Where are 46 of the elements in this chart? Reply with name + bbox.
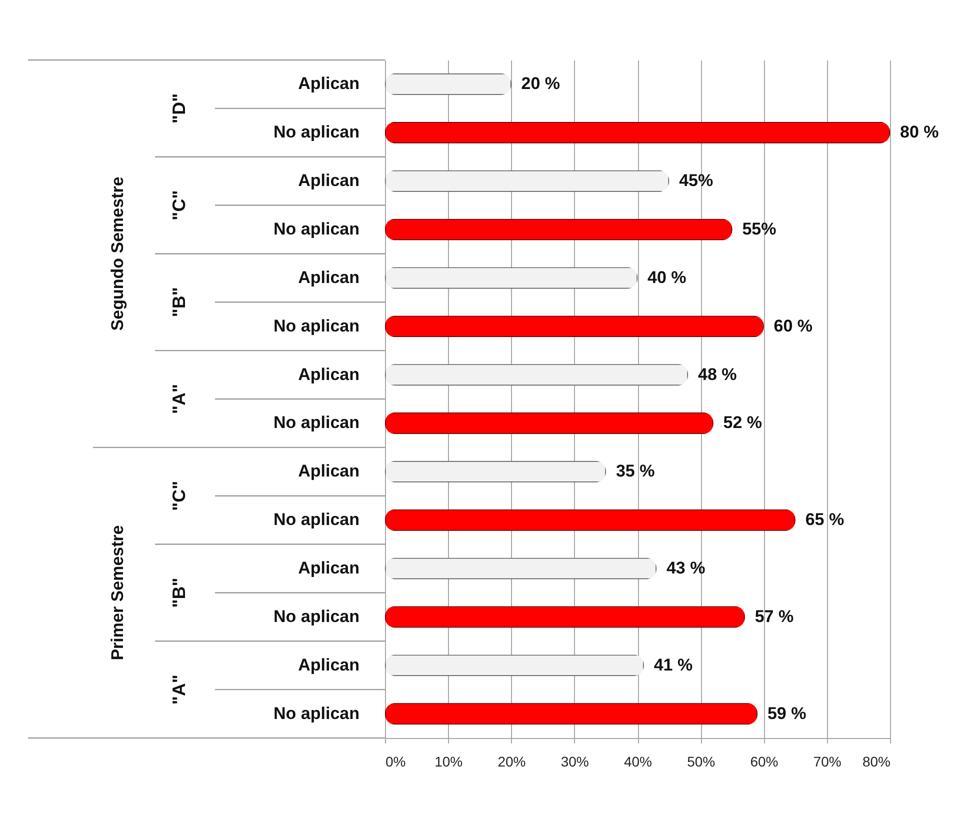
y-tick-label: No aplican [274, 122, 360, 142]
text: "A" [169, 674, 189, 705]
x-tick-label: 40% [624, 754, 652, 770]
x-tick-label: 20% [498, 754, 526, 770]
text: Segundo Semestre [108, 176, 127, 331]
text: "D" [169, 93, 189, 124]
data-label: 52 % [723, 413, 762, 432]
x-tick-label: 80% [862, 754, 890, 770]
data-label: 60 % [774, 316, 812, 336]
data-label: 41 % [654, 655, 693, 674]
x-tick-label: 10% [434, 754, 463, 770]
y-tick-label: No aplican [274, 316, 360, 336]
text: "C" [169, 480, 189, 511]
x-tick-label: 30% [560, 754, 589, 770]
y-tick-label: Aplican [298, 462, 360, 481]
x-tick-label: 70% [813, 754, 842, 770]
data-label: 40 % [648, 268, 686, 287]
text: "A" [169, 384, 189, 414]
y-tick-label: No aplican [274, 413, 360, 432]
x-tick-label: 50% [687, 754, 716, 770]
y-tick-label: Aplican [298, 558, 360, 578]
y-tick-label: No aplican [274, 510, 360, 530]
data-label: 65 % [805, 510, 844, 530]
data-label: 45% [679, 171, 714, 190]
text: "C" [169, 190, 189, 220]
y-tick-label: Aplican [298, 171, 360, 190]
y-tick-label: Aplican [298, 364, 360, 384]
data-label: 59 % [767, 704, 806, 723]
y-tick-label: Aplican [298, 74, 360, 94]
x-tick-label: 60% [750, 754, 778, 770]
data-label: 80 % [900, 122, 939, 142]
data-label: 20 % [521, 74, 560, 94]
data-label: 57 % [754, 606, 794, 626]
data-label: 55% [742, 220, 776, 238]
text: Primer Semestre [108, 525, 127, 660]
text: "B" [169, 287, 189, 318]
y-tick-label: Aplican [298, 655, 360, 674]
data-label: 48 % [698, 364, 737, 384]
y-tick-label: No aplican [274, 704, 360, 723]
y-tick-label: Aplican [298, 268, 360, 287]
x-tick-label: 0% [386, 754, 406, 770]
text: "B" [169, 578, 189, 608]
data-label: 35 % [616, 462, 655, 481]
data-label: 43 % [666, 558, 706, 578]
y-tick-label: No aplican [274, 606, 360, 626]
y-tick-label: No aplican [274, 220, 360, 238]
